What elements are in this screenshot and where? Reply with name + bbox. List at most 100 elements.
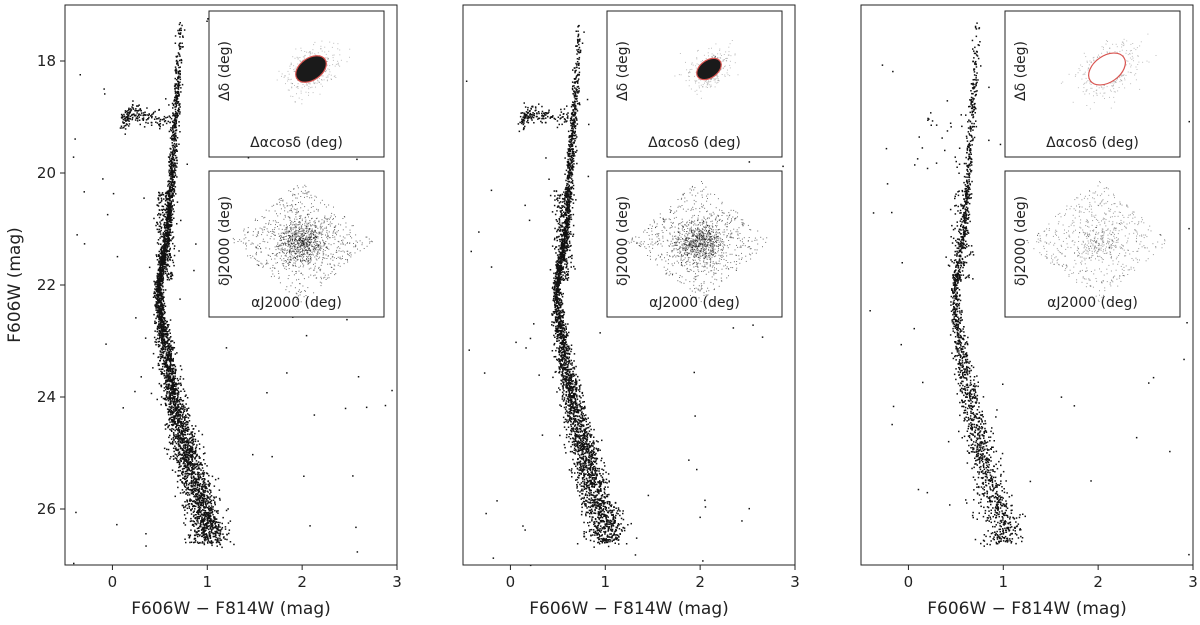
star-point [159,351,162,353]
star-point [156,297,159,299]
star-point [176,62,178,64]
star-point [179,409,181,411]
star-point [165,341,167,343]
star-point [169,365,172,367]
star-point [180,432,183,434]
star-point [153,280,155,283]
star-point [183,465,186,467]
star-point [189,535,191,538]
sky-point [341,258,343,259]
star-point [192,452,195,455]
sky-point [287,205,289,207]
star-point [208,508,210,510]
star-point [175,383,177,385]
star-point [219,499,221,501]
hb-star-point [126,112,129,114]
hb-star-point [163,115,166,118]
star-point [182,413,184,416]
pm-point [334,65,336,67]
star-point [227,522,230,524]
star-point [229,520,232,522]
star-point [174,445,176,447]
hb-star-point [133,114,136,117]
star-point [163,360,165,363]
sky-point [325,241,327,242]
star-point [191,453,194,456]
star-point [163,230,166,233]
star-point [160,342,162,344]
star-point [194,485,196,487]
star-point [170,429,172,432]
star-point [180,426,182,428]
sky-point [282,200,284,202]
star-point [177,77,180,79]
star-point [158,332,160,334]
star-point [171,170,173,172]
star-point [195,450,197,452]
star-point [178,401,181,403]
field-star-point [355,526,357,529]
hb-star-point [145,121,147,124]
hb-star-point [132,107,134,109]
star-point [168,403,170,405]
pm-point [301,87,303,89]
sky-point [306,228,307,230]
star-point [204,533,207,536]
star-point [161,268,164,271]
sky-point [322,257,324,259]
star-point [175,105,177,108]
star-point [170,164,173,166]
star-point [164,244,167,247]
star-point [202,503,204,505]
star-point [166,374,168,377]
star-point [185,477,188,480]
star-point [198,479,200,481]
star-point [207,516,209,518]
sky-point [286,228,288,230]
sky-point [324,215,326,217]
star-point [167,185,169,187]
star-point [160,403,162,406]
star-point [179,398,181,401]
star-point [167,232,169,234]
star-point [167,264,169,266]
star-point [186,464,189,466]
star-point [173,364,176,366]
star-point [184,437,186,439]
sky-point [303,249,305,251]
star-point [178,463,181,465]
star-point [156,276,159,279]
star-point [207,538,209,540]
star-point [180,422,182,424]
star-point [190,454,192,456]
star-point [169,356,172,359]
star-point [209,541,211,544]
star-point [177,405,179,407]
star-point [187,454,189,456]
star-point [171,138,173,140]
star-point [164,322,167,325]
star-point [160,357,162,360]
star-point [217,477,220,480]
star-point [203,528,205,530]
star-point [180,424,183,426]
star-point [179,437,181,439]
star-point [173,422,176,424]
star-point [166,253,168,256]
hb-star-point [121,117,124,119]
star-point [157,283,159,286]
star-point [160,348,162,350]
sky-point [338,250,340,252]
star-point [156,304,159,306]
hb-star-point [119,127,122,129]
star-point [168,210,171,212]
star-point [163,362,165,365]
y-axis-label: F606W (mag) [5,227,25,342]
star-point [176,414,178,416]
star-point [206,20,208,22]
star-point [172,379,174,381]
star-point [158,286,160,289]
star-point [161,304,164,306]
hb-star-point [127,118,129,120]
star-point [163,239,165,242]
